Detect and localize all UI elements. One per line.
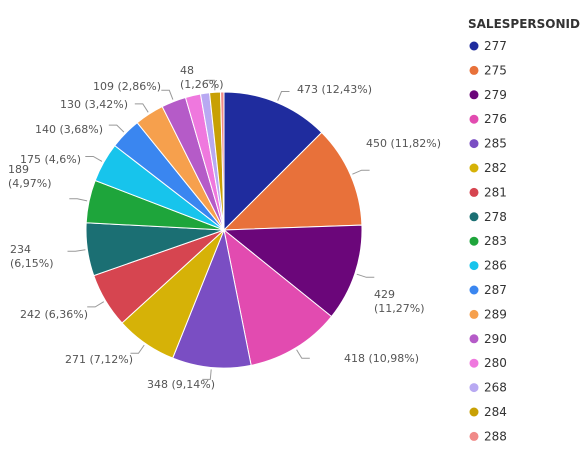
pie-slice-288[interactable] xyxy=(220,91,225,231)
data-label-284: 48 (1,26%) xyxy=(180,64,224,91)
leader-line-284 xyxy=(206,79,216,91)
legend-label-287[interactable]: 287 xyxy=(484,283,507,297)
legend: SALESPERSONID 277 275 279 276 285 282 281 278 28… xyxy=(468,17,580,443)
legend-marker-276[interactable] xyxy=(469,114,479,124)
leader-line-282 xyxy=(130,344,145,354)
leader-line-278 xyxy=(67,249,86,252)
legend-label-277[interactable]: 277 xyxy=(484,39,507,53)
pie-slice-275[interactable] xyxy=(222,131,363,231)
legend-marker-284[interactable] xyxy=(469,407,479,417)
leader-line-277 xyxy=(277,91,290,101)
legend-marker-283[interactable] xyxy=(469,236,479,246)
data-label-286: 175 (4,6%) xyxy=(20,153,81,166)
legend-marker-286[interactable] xyxy=(469,261,479,271)
legend-label-282[interactable]: 282 xyxy=(484,161,507,175)
leader-line-281 xyxy=(87,301,105,308)
legend-marker-288[interactable] xyxy=(469,431,479,441)
legend-label-286[interactable]: 286 xyxy=(484,259,507,273)
legend-title: SALESPERSONID xyxy=(468,17,580,31)
legend-marker-282[interactable] xyxy=(469,163,479,173)
data-label-289: 130 (3,42%) xyxy=(60,98,128,111)
data-label-285: 348 (9,14%) xyxy=(147,378,215,391)
legend-label-279[interactable]: 279 xyxy=(484,88,507,102)
leader-line-283 xyxy=(69,198,88,202)
data-label-287: 140 (3,68%) xyxy=(35,123,103,136)
legend-label-289[interactable]: 289 xyxy=(484,307,507,321)
legend-marker-277[interactable] xyxy=(469,41,479,51)
legend-label-288[interactable]: 288 xyxy=(484,429,507,443)
legend-label-276[interactable]: 276 xyxy=(484,112,507,126)
data-label-275: 450 (11,82%) xyxy=(366,137,441,150)
pie-slices xyxy=(85,91,363,369)
data-label-276: 418 (10,98%) xyxy=(344,352,419,365)
legend-label-281[interactable]: 281 xyxy=(484,185,507,199)
legend-label-275[interactable]: 275 xyxy=(484,63,507,77)
data-label-283: 189 (4,97%) xyxy=(8,163,52,190)
legend-marker-285[interactable] xyxy=(469,139,479,149)
legend-label-285[interactable]: 285 xyxy=(484,137,507,151)
data-label-277: 473 (12,43%) xyxy=(297,83,372,96)
legend-label-280[interactable]: 280 xyxy=(484,356,507,370)
leader-lines xyxy=(67,79,375,380)
legend-label-284[interactable]: 284 xyxy=(484,405,507,419)
legend-label-278[interactable]: 278 xyxy=(484,210,507,224)
leader-line-287 xyxy=(108,124,125,133)
leader-line-285 xyxy=(202,369,212,380)
leader-line-286 xyxy=(85,156,103,162)
legend-marker-279[interactable] xyxy=(469,90,479,100)
data-label-282: 271 (7,12%) xyxy=(65,353,133,366)
legend-marker-278[interactable] xyxy=(469,212,479,222)
data-label-279: 429 (11,27%) xyxy=(374,288,425,315)
pie-slice-285[interactable] xyxy=(172,228,252,369)
leader-line-275 xyxy=(352,169,370,175)
legend-label-290[interactable]: 290 xyxy=(484,332,507,346)
legend-marker-280[interactable] xyxy=(469,358,479,368)
legend-marker-287[interactable] xyxy=(469,285,479,295)
pie-slice-279[interactable] xyxy=(222,224,363,318)
data-label-290: 109 (2,86%) xyxy=(93,80,161,93)
legend-marker-290[interactable] xyxy=(469,334,479,344)
legend-items: 277 275 279 276 285 282 281 278 283 286 287 289 290 2… xyxy=(469,39,507,443)
legend-label-283[interactable]: 283 xyxy=(484,234,507,248)
pie-slice-277[interactable] xyxy=(223,91,323,232)
legend-marker-281[interactable] xyxy=(469,187,479,197)
data-labels: 473 (12,43%) 450 (11,82%) 429 (11,27%) 418 (… xyxy=(8,64,441,391)
legend-marker-268[interactable] xyxy=(469,383,479,393)
legend-marker-275[interactable] xyxy=(469,65,479,75)
data-label-278: 234 (6,15%) xyxy=(10,243,54,270)
pie-slice-276[interactable] xyxy=(223,228,333,366)
legend-label-268[interactable]: 268 xyxy=(484,381,507,395)
leader-line-290 xyxy=(161,89,174,100)
leader-line-289 xyxy=(134,103,149,113)
data-label-281: 242 (6,36%) xyxy=(20,308,88,321)
legend-marker-289[interactable] xyxy=(469,309,479,319)
leader-line-279 xyxy=(356,273,375,278)
leader-line-276 xyxy=(296,349,310,359)
